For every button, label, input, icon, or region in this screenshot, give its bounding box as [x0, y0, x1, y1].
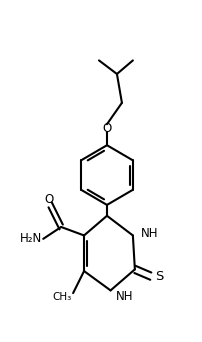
Text: CH₃: CH₃ — [53, 291, 72, 302]
Text: O: O — [102, 122, 112, 135]
Text: O: O — [45, 193, 54, 206]
Text: H₂N: H₂N — [20, 232, 42, 245]
Text: NH: NH — [116, 290, 133, 303]
Text: NH: NH — [140, 227, 158, 240]
Text: S: S — [155, 269, 164, 282]
